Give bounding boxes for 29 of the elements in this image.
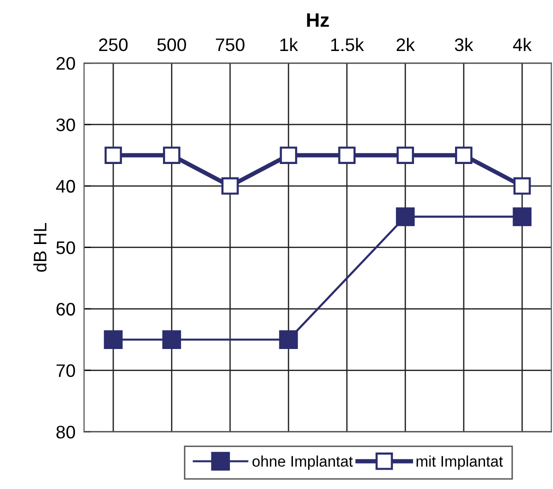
point — [396, 146, 414, 164]
point — [162, 146, 180, 164]
y-tick-label: 30 — [56, 118, 76, 132]
y-axis-title: dB HL — [33, 222, 47, 272]
point — [104, 330, 123, 349]
legend-label: ohne Implantat — [252, 456, 353, 470]
point — [280, 146, 298, 164]
x-tick-label: 250 — [99, 38, 128, 52]
point — [455, 146, 472, 164]
x-tick-label: 500 — [157, 38, 186, 52]
x-tick-label: 3k — [454, 38, 474, 52]
x-tick-label: 4k — [513, 38, 532, 51]
y-tick-label: 20 — [56, 57, 76, 70]
x-tick-label: 1k — [280, 38, 298, 51]
point — [162, 330, 182, 349]
y-tick-label: 50 — [56, 241, 76, 254]
y-tick-label: 60 — [56, 302, 76, 316]
x-axis-title: Hz — [307, 13, 329, 27]
point — [513, 177, 531, 195]
legend-label: mit Implantat — [416, 456, 503, 470]
y-tick-label: 70 — [56, 364, 76, 378]
x-tick-label: 1.5k — [331, 38, 364, 52]
x-tick-label: 2k — [396, 38, 415, 51]
point — [221, 177, 239, 195]
y-tick-label: 40 — [56, 180, 76, 193]
point — [104, 146, 122, 164]
y-tick-label: 80 — [56, 426, 76, 439]
point — [338, 146, 356, 164]
x-tick-label: 750 — [216, 38, 244, 52]
